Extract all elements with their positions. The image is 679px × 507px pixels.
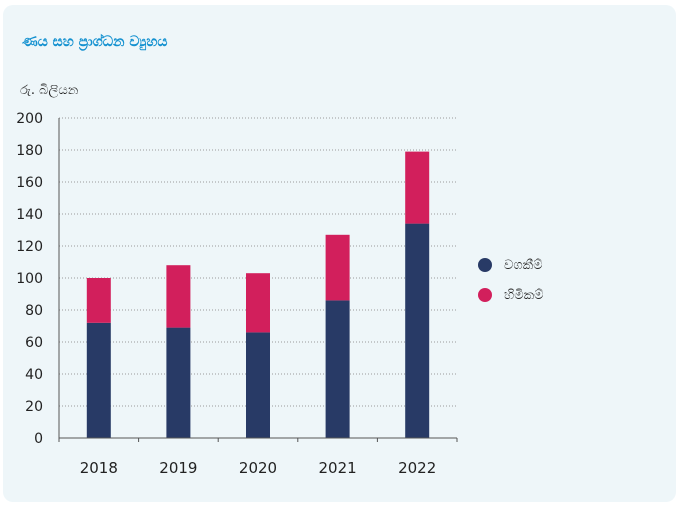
bar-borrowings-2018 xyxy=(86,322,111,438)
legend-item-equity: හිමිකම් xyxy=(478,284,543,306)
x-tick-label: 2022 xyxy=(398,459,436,477)
axes xyxy=(58,118,458,442)
y-tick-label: 0 xyxy=(34,431,43,447)
bar-equity-2021 xyxy=(325,234,350,301)
bar-equity-2022 xyxy=(405,151,430,224)
x-tick-label: 2019 xyxy=(159,459,197,477)
legend-swatch-equity xyxy=(478,288,492,302)
x-tick-label: 2018 xyxy=(80,459,118,477)
legend-item-borrowings: වගකීම් xyxy=(478,254,543,276)
legend-swatch-borrowings xyxy=(478,258,492,272)
y-tick-labels: 0 20 40 60 80 100 120 140 160 180 200 xyxy=(16,111,43,447)
bar-equity-2019 xyxy=(166,265,191,328)
x-tick-label: 2021 xyxy=(319,459,357,477)
y-tick-label: 120 xyxy=(16,239,43,255)
y-tick-label: 20 xyxy=(25,399,43,415)
x-tick-label: 2020 xyxy=(239,459,277,477)
y-tick-label: 40 xyxy=(25,367,43,383)
y-tick-label: 100 xyxy=(16,271,43,287)
chart-title: ණය සහ ප්‍රාග්ධන ව්‍යුහය xyxy=(22,34,168,50)
bars xyxy=(86,151,430,438)
legend-label-equity: හිමිකම් xyxy=(504,287,544,303)
y-tick-label: 60 xyxy=(25,335,43,351)
bar-borrowings-2022 xyxy=(405,223,430,438)
y-tick-label: 80 xyxy=(25,303,43,319)
y-tick-label: 180 xyxy=(16,143,43,159)
bar-borrowings-2021 xyxy=(325,300,350,438)
y-tick-label: 160 xyxy=(16,175,43,191)
bar-equity-2020 xyxy=(246,273,270,333)
x-tick-labels: 2018 2019 2020 2021 2022 xyxy=(80,459,437,477)
y-tick-label: 200 xyxy=(16,111,43,127)
y-tick-label: 140 xyxy=(16,207,43,223)
bar-equity-2018 xyxy=(86,278,111,323)
bar-borrowings-2020 xyxy=(246,332,270,438)
legend: වගකීම් හිමිකම් xyxy=(478,254,543,314)
bar-borrowings-2019 xyxy=(166,327,191,438)
y-axis-unit-label: රු. බිලියන xyxy=(20,83,79,98)
legend-label-borrowings: වගකීම් xyxy=(504,257,543,273)
